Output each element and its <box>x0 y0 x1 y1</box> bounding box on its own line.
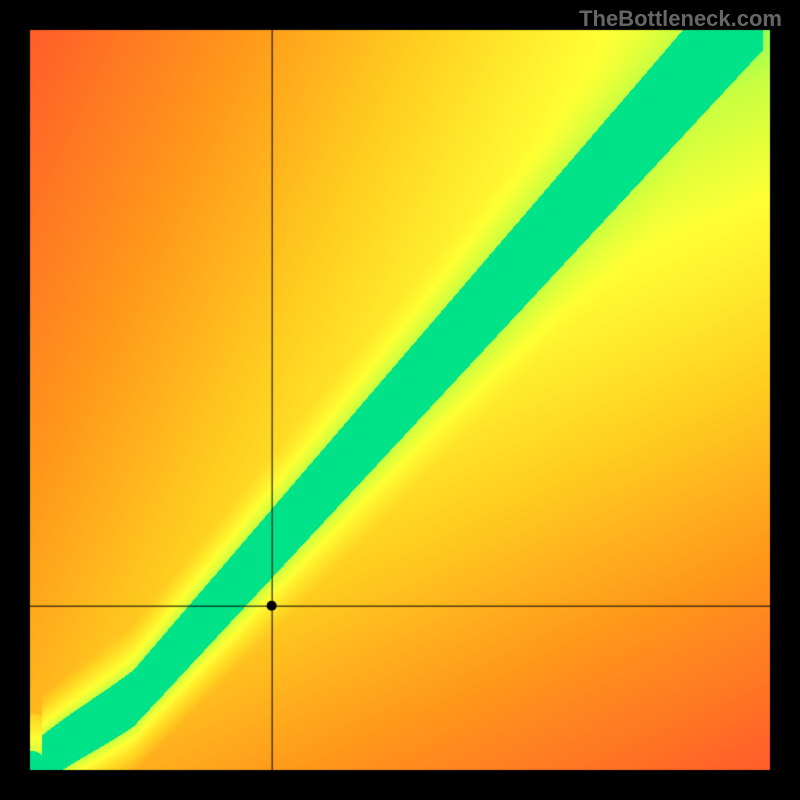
bottleneck-heatmap <box>0 0 800 800</box>
watermark-text: TheBottleneck.com <box>579 6 782 32</box>
chart-container: TheBottleneck.com <box>0 0 800 800</box>
